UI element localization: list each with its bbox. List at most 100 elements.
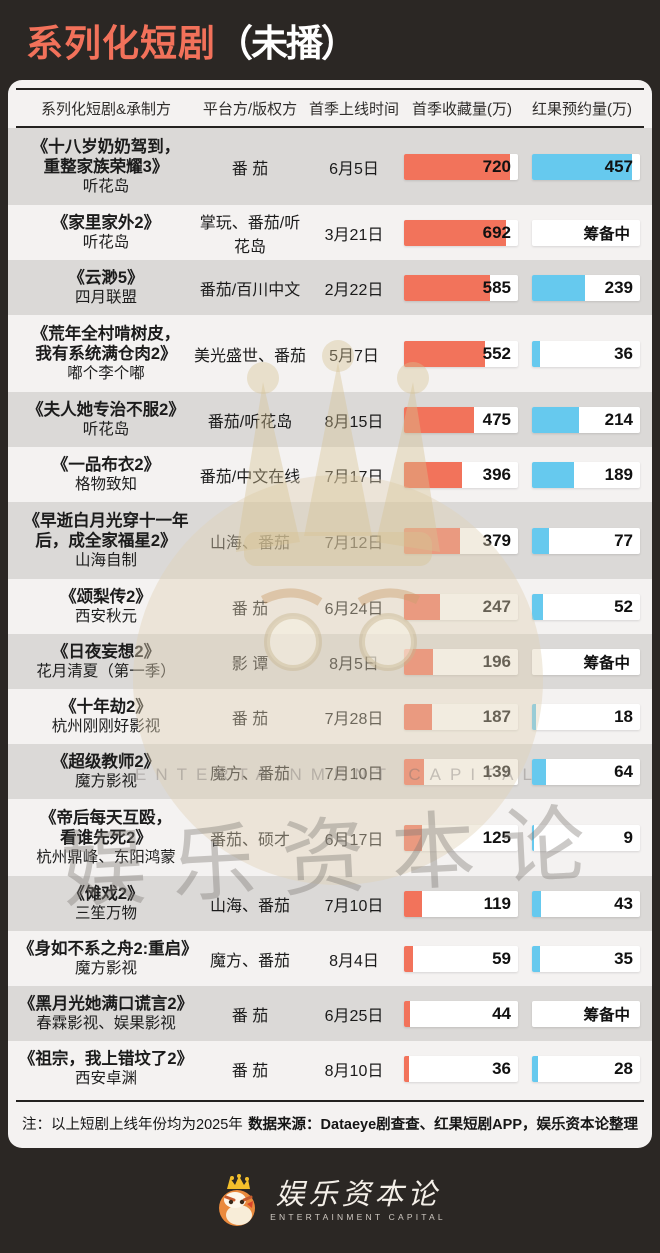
launch-date: 3月21日 <box>324 226 384 244</box>
collection-cell: 125 <box>402 824 522 851</box>
reservation-bar-fill <box>532 945 540 972</box>
producer-name: 春霖影视、娱果影视 <box>36 1014 176 1032</box>
reservation-value: 189 <box>604 464 633 484</box>
brand-mascot-icon <box>219 1173 256 1226</box>
collection-cell: 585 <box>402 274 522 301</box>
table-row: 《祖宗，我上错坟了2》 西安卓渊 番 茄 8月10日 36 28 <box>8 1041 652 1096</box>
launch-date: 7月10日 <box>324 765 384 783</box>
footnote: 注：以上短剧上线年份均为2025年 <box>22 1116 243 1133</box>
collection-cell: 379 <box>402 527 522 554</box>
table-row: 《十年劫2》 杭州刚刚好影视 番 茄 7月28日 187 18 <box>8 689 652 744</box>
producer-name: 魔方影视 <box>74 772 137 790</box>
collection-bar-fill <box>404 406 474 433</box>
platform-name: 番 茄 <box>231 600 269 618</box>
reservation-value: 筹备中 <box>583 1006 630 1024</box>
collection-value: 396 <box>482 464 511 484</box>
collection-cell: 44 <box>402 1000 522 1027</box>
reservation-bar: 214 <box>532 406 640 433</box>
collection-value: 139 <box>482 761 511 781</box>
drama-title: 《云渺5》 <box>68 268 144 287</box>
collection-bar: 475 <box>404 406 518 433</box>
reservation-value: 77 <box>614 530 633 550</box>
launch-date: 5月7日 <box>329 347 379 365</box>
collection-bar-fill <box>404 703 432 730</box>
reservation-bar: 64 <box>532 758 640 785</box>
platform-name: 山海、番茄 <box>209 897 290 915</box>
table-row: 《颂梨传2》 西安秋元 番 茄 6月24日 247 52 <box>8 579 652 634</box>
drama-title: 《一品布衣2》 <box>51 455 161 474</box>
reservation-bar-fill <box>532 406 580 433</box>
reservation-bar: 28 <box>532 1055 640 1082</box>
brand-footer: 娱乐资本论 ENTERTAINMENT CAPITAL <box>0 1148 660 1253</box>
platform-name: 美光盛世、番茄 <box>194 347 307 365</box>
reservation-cell: 189 <box>522 461 642 488</box>
collection-value: 196 <box>482 651 511 671</box>
table-row: 《早逝白月光穿十一年 后，成全家福星2》 山海自制 山海、番茄 7月12日 37… <box>8 502 652 579</box>
reservation-value: 239 <box>604 277 633 297</box>
series-cell: 《超级教师2》 魔方影视 <box>18 752 194 792</box>
reservation-value: 457 <box>604 156 633 176</box>
reservation-bar: 18 <box>532 703 640 730</box>
reservation-cell: 239 <box>522 274 642 301</box>
series-cell: 《一品布衣2》 格物致知 <box>18 455 194 495</box>
data-table-card: 系列化短剧&承制方 平台方/版权方 首季上线时间 首季收藏量(万) 红果预约量(… <box>8 80 652 1148</box>
collection-bar: 196 <box>404 648 518 675</box>
table-body: 《十八岁奶奶驾到， 重整家族荣耀3》 听花岛 番 茄 6月5日 720 457 … <box>8 128 652 1096</box>
series-cell: 《日夜妄想2》 花月清夏（第一季） <box>18 642 194 682</box>
drama-title: 《颂梨传2》 <box>60 587 152 606</box>
series-cell: 《身如不系之舟2:重启》 魔方影视 <box>18 939 198 979</box>
table-row: 《一品布衣2》 格物致知 番茄/中文在线 7月17日 396 189 <box>8 447 652 502</box>
launch-date: 7月12日 <box>324 534 384 552</box>
collection-cell: 247 <box>402 593 522 620</box>
collection-value: 692 <box>482 222 511 242</box>
launch-date: 7月10日 <box>324 897 384 915</box>
producer-name: 西安卓渊 <box>74 1069 137 1087</box>
collection-bar-fill <box>404 219 506 246</box>
reservation-cell: 筹备中 <box>522 1000 642 1027</box>
producer-name: 山海自制 <box>74 551 137 569</box>
collection-bar: 585 <box>404 274 518 301</box>
platform-name: 影 谭 <box>231 655 269 673</box>
reservation-value: 筹备中 <box>583 225 630 243</box>
collection-bar-fill <box>404 824 423 851</box>
reservation-bar: 52 <box>532 593 640 620</box>
table-row: 《云渺5》 四月联盟 番茄/百川中文 2月22日 585 239 <box>8 260 652 315</box>
reservation-bar-fill <box>532 527 549 554</box>
launch-date: 6月25日 <box>324 1007 384 1025</box>
launch-date: 2月22日 <box>324 281 384 299</box>
platform-name: 掌玩、番茄/听花岛 <box>199 214 301 256</box>
platform-name: 番茄/中文在线 <box>199 468 301 486</box>
platform-name: 番 茄 <box>231 1062 269 1080</box>
collection-value: 552 <box>482 343 511 363</box>
producer-name: 三笙万物 <box>74 904 137 922</box>
reservation-value: 52 <box>614 596 633 616</box>
reservation-bar: 189 <box>532 461 640 488</box>
launch-date: 8月10日 <box>324 1062 384 1080</box>
table-row: 《荒年全村啃树皮， 我有系统满仓肉2》 嘟个李个嘟 美光盛世、番茄 5月7日 5… <box>8 315 652 392</box>
reservation-bar-fill <box>532 890 542 917</box>
drama-title: 《十八岁奶奶驾到， 重整家族荣耀3》 <box>31 137 181 176</box>
drama-title: 《超级教师2》 <box>51 752 161 771</box>
drama-title: 《帝后每天互殴， 看谁先死2》 <box>40 808 172 847</box>
collection-value: 44 <box>492 1003 511 1023</box>
drama-title: 《傩戏2》 <box>68 884 144 903</box>
producer-name: 听花岛 <box>82 177 130 195</box>
brand-subtitle: ENTERTAINMENT CAPITAL <box>270 1212 446 1222</box>
collection-value: 119 <box>483 893 511 913</box>
reservation-bar: 35 <box>532 945 640 972</box>
drama-title: 《夫人她专治不服2》 <box>27 400 185 419</box>
header-top-rule <box>16 88 644 90</box>
collection-cell: 187 <box>402 703 522 730</box>
column-header-collection: 首季收藏量(万) <box>412 100 512 118</box>
reservation-value: 筹备中 <box>583 654 630 672</box>
launch-date: 6月24日 <box>324 600 384 618</box>
reservation-bar-fill <box>532 1055 539 1082</box>
footer-rule <box>16 1100 644 1102</box>
collection-cell: 139 <box>402 758 522 785</box>
table-row: 《帝后每天互殴， 看谁先死2》 杭州鼎峰、东阳鸿蒙 番茄、硕才 6月17日 12… <box>8 799 652 876</box>
collection-cell: 59 <box>402 945 522 972</box>
reservation-bar-fill <box>532 340 540 367</box>
drama-title: 《日夜妄想2》 <box>51 642 161 661</box>
table-row: 《夫人她专治不服2》 听花岛 番茄/听花岛 8月15日 475 214 <box>8 392 652 447</box>
